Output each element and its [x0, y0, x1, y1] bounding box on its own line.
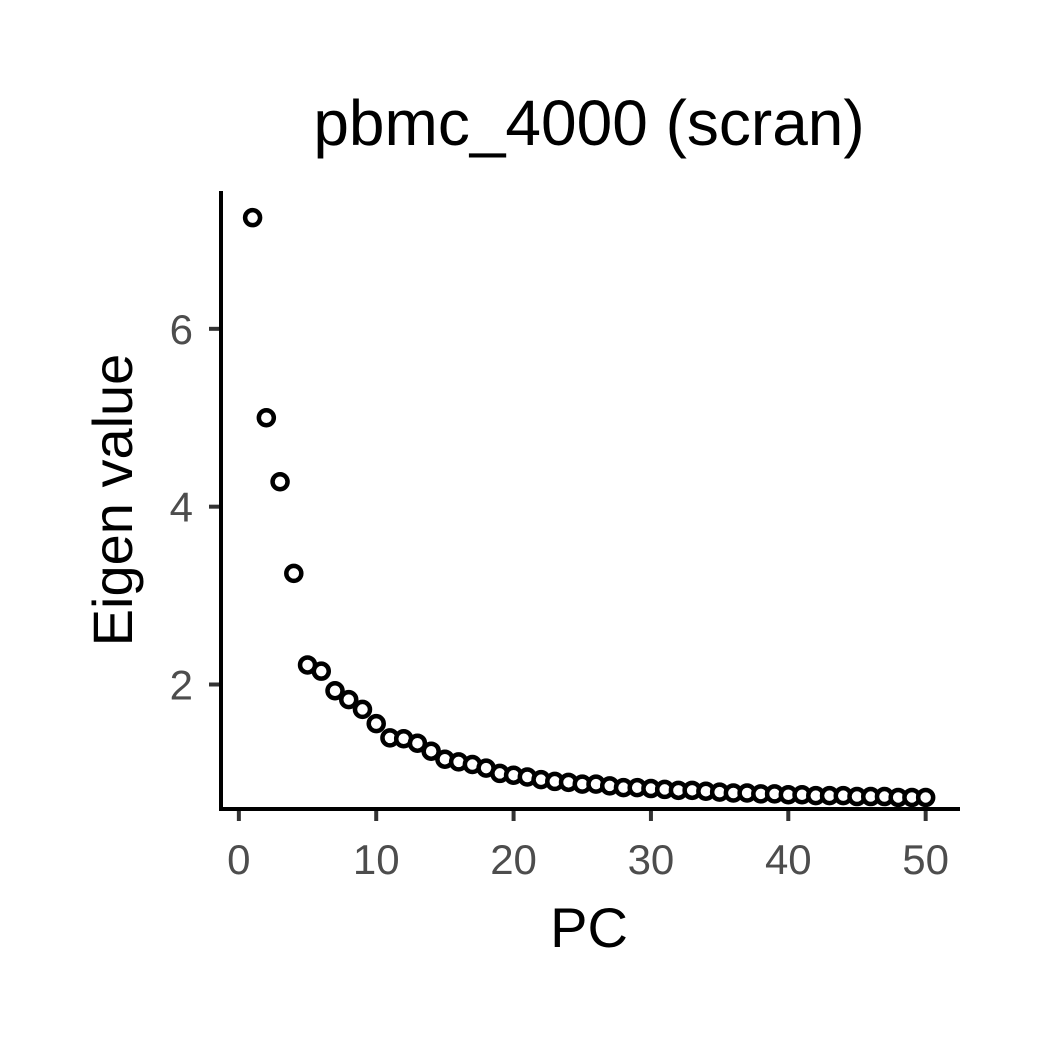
data-point — [270, 472, 290, 492]
y-tick-label: 2 — [170, 662, 193, 709]
data-point — [242, 207, 263, 228]
y-tick-label: 4 — [170, 484, 193, 531]
data-point — [256, 407, 277, 428]
data-point — [352, 699, 373, 720]
data-point — [284, 563, 304, 584]
y-axis-title: Eigen value — [81, 354, 144, 647]
x-tick-label: 40 — [765, 836, 812, 883]
x-tick-label: 10 — [353, 836, 400, 883]
data-points — [242, 207, 936, 808]
data-point — [338, 689, 359, 710]
x-axis-title: PC — [550, 896, 628, 959]
data-point — [421, 741, 441, 761]
data-point — [311, 661, 332, 681]
x-tick-label: 50 — [902, 836, 949, 883]
x-tick-label: 20 — [490, 836, 537, 883]
y-tick-label: 6 — [170, 306, 193, 353]
data-point — [325, 680, 345, 701]
y-axis-ticks: 2 4 6 — [170, 306, 221, 709]
chart-title: pbmc_4000 (scran) — [313, 87, 864, 159]
x-tick-label: 30 — [628, 836, 675, 883]
x-axis-ticks: 0 10 20 30 40 50 — [227, 809, 949, 883]
data-point — [915, 787, 936, 808]
data-point — [366, 713, 386, 734]
x-tick-label: 0 — [227, 836, 250, 883]
data-point — [407, 733, 428, 753]
